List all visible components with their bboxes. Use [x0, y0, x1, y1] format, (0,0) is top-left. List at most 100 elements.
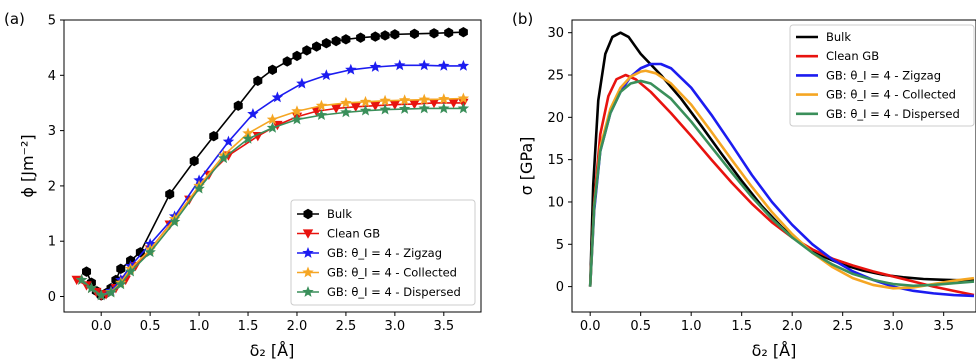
- panel-b-series: [588, 31, 975, 298]
- data-point: [291, 113, 303, 125]
- data-point: [75, 273, 88, 285]
- data-point: [116, 263, 126, 275]
- data-point: [438, 59, 450, 71]
- data-point: [458, 26, 468, 38]
- data-point: [168, 215, 181, 227]
- panel-b-x-axis-label: δ₂ [Å]: [752, 341, 797, 360]
- data-point: [312, 41, 322, 52]
- data-point: [320, 69, 333, 81]
- data-point: [350, 102, 361, 113]
- y-tick-label: 30: [547, 26, 564, 41]
- data-point: [369, 61, 381, 72]
- data-point: [222, 135, 235, 147]
- data-point: [359, 95, 372, 107]
- data-point: [457, 92, 470, 104]
- y-tick-label: 20: [547, 111, 564, 126]
- panel-b-legend-box: [789, 24, 975, 127]
- data-point: [457, 59, 470, 71]
- data-point: [409, 99, 420, 110]
- legend-label-1: Bulk: [826, 30, 851, 44]
- data-point: [247, 108, 259, 119]
- panel-a-legend-box: [290, 199, 476, 306]
- legend-label-2: Clean GB: [327, 227, 380, 241]
- panel-b-y-axis-label: σ [GPa]: [517, 137, 536, 196]
- data-point: [370, 101, 381, 111]
- y-tick-label: 1: [48, 235, 56, 250]
- legend-label-5: GB: θ_I = 4 - Dispersed: [327, 285, 461, 299]
- data-point: [85, 282, 98, 294]
- data-point: [398, 103, 411, 114]
- y-tick-label: 3: [48, 124, 56, 139]
- legend-marker-1: [303, 208, 313, 220]
- panel-a-y-ticks: 0 1 2 3 4 5: [48, 14, 64, 305]
- data-point: [418, 59, 430, 71]
- legend-label-3: GB: θ_I = 4 - Zigzag: [826, 68, 941, 82]
- data-point: [302, 45, 312, 56]
- x-tick-label: 1.5: [731, 319, 752, 334]
- panel-b-legend: Bulk Clean GB GB: θ_I = 4 - Zigzag GB: θ_I …: [789, 24, 975, 127]
- data-point: [457, 102, 470, 114]
- data-point: [356, 32, 366, 43]
- data-point: [189, 155, 199, 167]
- data-point: [209, 130, 219, 142]
- data-point: [394, 59, 406, 71]
- legend-marker-5: [302, 286, 314, 297]
- x-tick-label: 3.5: [433, 319, 454, 334]
- data-point: [379, 103, 391, 115]
- data-point: [135, 247, 145, 258]
- y-tick-label: 0: [556, 280, 564, 295]
- data-point: [115, 278, 127, 290]
- panel-a-x-ticks: 0.0 0.5 1.0 1.5 2.0 2.5 3.0 3.5: [91, 312, 454, 334]
- legend-label-1: Bulk: [327, 207, 352, 221]
- data-point: [331, 35, 341, 47]
- x-tick-label: 2.0: [287, 319, 308, 334]
- panel-a-label: (a): [4, 10, 25, 28]
- legend-label-3: GB: θ_I = 4 - Zigzag: [327, 246, 442, 260]
- data-point: [253, 75, 263, 87]
- data-point: [340, 96, 352, 108]
- series-line-2: [588, 73, 975, 297]
- panel-a-axes-frame: [63, 19, 482, 313]
- data-point: [271, 91, 284, 103]
- x-tick-label: 3.0: [883, 319, 904, 334]
- data-point: [428, 98, 440, 109]
- panel-b-y-ticks: 0 5 10 15 20 25 30: [547, 26, 572, 295]
- data-point: [389, 100, 401, 110]
- y-tick-label: 5: [556, 238, 564, 253]
- data-point: [282, 56, 292, 67]
- panel-a-y-axis-label: ϕ [Jm⁻²]: [18, 134, 37, 197]
- data-point: [144, 246, 156, 258]
- y-tick-label: 5: [48, 14, 56, 29]
- data-point: [370, 31, 380, 42]
- legend-label-4: GB: θ_I = 4 - Collected: [327, 266, 457, 280]
- legend-marker-4: [302, 266, 314, 278]
- y-tick-label: 25: [547, 69, 564, 84]
- x-tick-label: 2.0: [782, 319, 803, 334]
- data-point: [266, 113, 279, 125]
- panel-a: (a) 0.0 0.5 1.0 1.5 2.0 2.5 3.0 3.5 0 1 2 3 4 5 δ₂ […: [4, 10, 482, 360]
- panel-a-x-axis-label: δ₂ [Å]: [250, 341, 295, 360]
- y-tick-label: 0: [48, 290, 56, 305]
- data-point: [380, 30, 390, 41]
- data-point: [418, 93, 430, 105]
- panel-b: (b) 0.0 0.5 1.0 1.5 2.0 2.5 3.0 3.5 0 5 10 15 20 25 3…: [512, 10, 976, 360]
- data-point: [321, 38, 331, 49]
- panel-b-axes-frame: [571, 19, 976, 313]
- legend-marker-2: [302, 229, 314, 239]
- data-point: [193, 174, 205, 186]
- y-tick-label: 4: [48, 69, 56, 84]
- legend-label-2: Clean GB: [826, 49, 879, 63]
- x-tick-label: 1.5: [238, 319, 259, 334]
- panel-a-series: [71, 26, 470, 301]
- data-point: [296, 77, 308, 89]
- y-tick-label: 10: [547, 195, 564, 210]
- y-tick-label: 15: [547, 153, 564, 168]
- panel-b-x-ticks: 0.0 0.5 1.0 1.5 2.0 2.5 3.0 3.5: [580, 312, 954, 334]
- x-tick-label: 1.0: [189, 319, 210, 334]
- data-point: [165, 189, 175, 200]
- x-tick-label: 1.0: [681, 319, 702, 334]
- x-tick-label: 3.5: [933, 319, 954, 334]
- data-point: [330, 104, 342, 114]
- x-tick-label: 2.5: [832, 319, 853, 334]
- data-point: [315, 109, 328, 120]
